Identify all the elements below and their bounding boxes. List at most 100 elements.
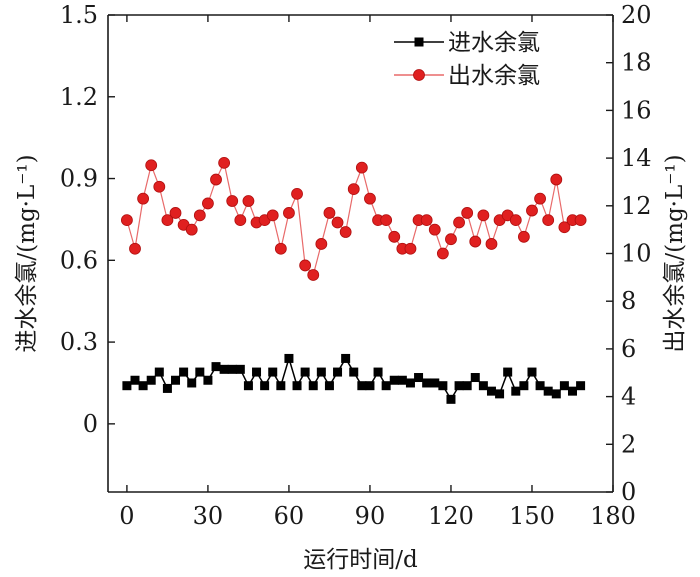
data-point (478, 381, 488, 391)
data-point (161, 214, 174, 227)
data-point (162, 383, 172, 393)
data-point (219, 364, 229, 374)
data-point (145, 159, 158, 172)
data-point (534, 192, 546, 205)
data-point (355, 161, 368, 174)
legend-marker (414, 37, 424, 47)
data-point (193, 209, 206, 222)
y-right-tick-label: 6 (621, 335, 636, 363)
data-point (477, 209, 490, 222)
x-tick-label: 120 (428, 502, 474, 530)
data-point (389, 375, 399, 385)
data-point (454, 381, 464, 391)
data-point (576, 381, 586, 391)
data-point (527, 367, 537, 377)
data-point (146, 375, 156, 385)
data-point (137, 192, 150, 205)
data-point (420, 214, 433, 227)
data-point (130, 375, 140, 385)
data-point (574, 214, 587, 227)
data-point (274, 242, 287, 255)
data-point (430, 378, 440, 388)
data-point (462, 381, 472, 391)
x-tick-label: 90 (355, 502, 386, 530)
data-point (381, 381, 391, 391)
data-point (315, 238, 328, 250)
data-point (428, 223, 441, 236)
x-axis-title: 运行时间/d (303, 547, 418, 573)
data-point (414, 373, 424, 383)
data-point (284, 353, 294, 363)
axes: 0 30 60 90 120 150 18000.30.60.91.21.502468101… (14, 1, 688, 573)
y-right-tick-label: 18 (621, 49, 652, 77)
data-point (445, 233, 457, 246)
y-left-tick-label: 1.2 (60, 83, 98, 111)
data-point (349, 367, 359, 377)
data-point (364, 192, 376, 205)
y-right-tick-label: 4 (621, 383, 636, 411)
data-point (211, 362, 221, 372)
data-point (138, 381, 148, 391)
data-point (202, 197, 214, 210)
y-left-tick-label: 1.5 (60, 1, 98, 29)
data-point (446, 394, 456, 404)
data-point (365, 381, 375, 391)
x-tick-label: 30 (193, 502, 224, 530)
data-point (307, 269, 320, 281)
data-point (519, 381, 529, 391)
y-right-tick-label: 20 (621, 1, 652, 29)
data-point (404, 242, 417, 255)
data-point (558, 221, 571, 234)
data-point (122, 381, 132, 391)
data-point (203, 375, 213, 385)
y-right-axis-title: 出水余氯/(mg·L⁻¹) (662, 154, 688, 352)
y-right-tick-label: 8 (621, 287, 636, 315)
data-point (121, 214, 133, 227)
y-right-tick-label: 14 (621, 144, 652, 172)
data-point (373, 367, 383, 377)
data-point (154, 367, 164, 377)
data-point (535, 381, 545, 391)
data-point (252, 367, 262, 377)
data-point (436, 247, 449, 260)
data-point (308, 381, 318, 391)
legend-item-2: 出水余氯 (394, 63, 540, 89)
data-point (283, 207, 295, 219)
series-2 (121, 156, 587, 281)
y-right-tick-label: 2 (621, 430, 636, 458)
data-point (171, 375, 181, 385)
data-point (511, 386, 521, 396)
data-point (187, 378, 197, 388)
data-point (276, 381, 286, 391)
data-point (226, 195, 239, 207)
legend-label: 出水余氯 (448, 63, 540, 89)
data-point (509, 214, 522, 227)
data-point (266, 209, 279, 222)
y-right-tick-label: 16 (621, 96, 652, 124)
series-1 (122, 353, 586, 404)
data-point (550, 173, 563, 186)
data-point (542, 214, 555, 227)
data-point (234, 214, 247, 227)
data-point (380, 214, 393, 227)
y-left-tick-label: 0.3 (60, 328, 98, 356)
data-point (543, 386, 553, 396)
data-point (495, 389, 505, 399)
data-point (235, 364, 245, 374)
data-point (210, 173, 222, 186)
data-point (469, 235, 482, 248)
legend-item-1: 进水余氯 (394, 30, 540, 56)
data-point (291, 187, 303, 200)
y-left-tick-label: 0 (83, 410, 98, 438)
data-point (292, 381, 302, 391)
y-left-axis-title: 进水余氯/(mg·L⁻¹) (14, 154, 40, 352)
data-point (316, 367, 326, 377)
data-point (526, 204, 538, 217)
data-point (503, 367, 513, 377)
data-point (195, 367, 205, 377)
data-point (169, 207, 182, 219)
y-right-tick-label: 10 (621, 240, 652, 268)
data-point (243, 381, 253, 391)
legend-label: 进水余氯 (448, 30, 540, 56)
